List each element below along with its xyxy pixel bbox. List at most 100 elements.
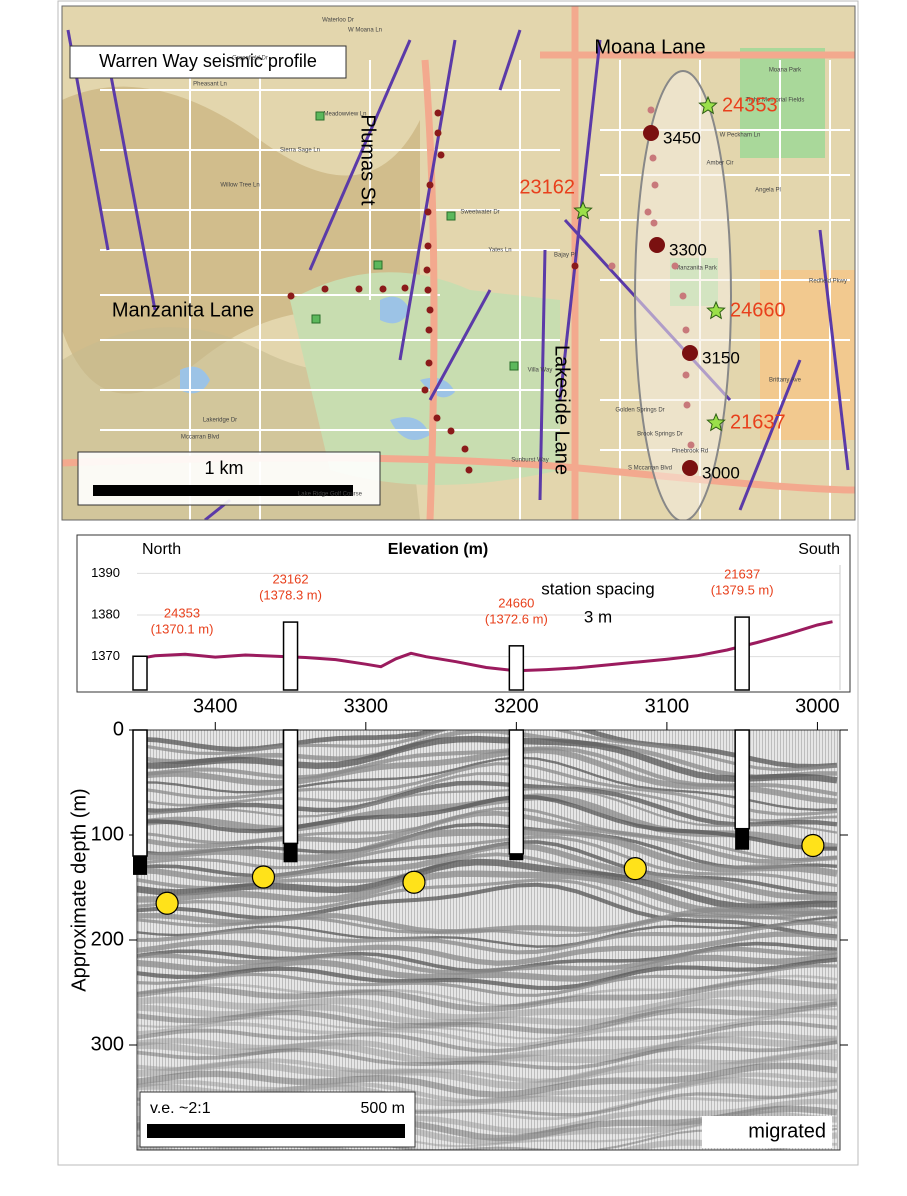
reflection bbox=[137, 747, 838, 805]
reflection bbox=[137, 916, 838, 948]
well-elev: (1379.5 m) bbox=[711, 583, 774, 598]
well-casing bbox=[508, 729, 525, 855]
street-label: Villa Way bbox=[528, 368, 553, 374]
reflection bbox=[137, 920, 838, 955]
scale-bar bbox=[147, 1124, 405, 1138]
reflection bbox=[137, 878, 838, 929]
scale-box bbox=[77, 451, 381, 506]
reflection bbox=[137, 931, 838, 966]
geophone-dot bbox=[426, 306, 434, 314]
well-name: 23162 bbox=[272, 572, 308, 587]
well-bar bbox=[508, 645, 525, 691]
panel-left-label: North bbox=[142, 541, 181, 558]
elevation-panel bbox=[76, 534, 851, 693]
geophone-dot bbox=[426, 181, 434, 189]
street-label: Yates Ln bbox=[488, 248, 511, 254]
reflection bbox=[137, 828, 838, 877]
reflection bbox=[137, 1030, 838, 1063]
well-name: 21637 bbox=[724, 567, 760, 582]
reflection bbox=[137, 1072, 838, 1104]
reflection bbox=[137, 1008, 838, 1041]
geophone-dot bbox=[687, 441, 695, 449]
scale-label: 1 km bbox=[204, 458, 243, 478]
annotation: station spacing bbox=[541, 579, 654, 598]
label-box bbox=[702, 1116, 832, 1148]
reflection bbox=[137, 908, 838, 938]
well-bottom bbox=[283, 843, 298, 863]
street-label: Brook Springs Dr bbox=[637, 432, 683, 438]
street-label: Bajay Pl bbox=[554, 253, 576, 259]
street-label: Mccarran Blvd bbox=[181, 435, 219, 441]
geophone-dot bbox=[650, 219, 658, 227]
geophone-dot bbox=[425, 359, 433, 367]
frame bbox=[57, 0, 859, 1166]
well-bar bbox=[734, 616, 750, 691]
road-label: Moana Lane bbox=[594, 36, 705, 58]
street-label: Moana Park bbox=[769, 68, 802, 74]
geophone-dot bbox=[647, 106, 655, 114]
road-label: Lakeside Lane bbox=[551, 345, 573, 475]
reflection bbox=[137, 756, 838, 811]
reflection bbox=[137, 998, 838, 1026]
well-elev: (1372.6 m) bbox=[485, 611, 548, 626]
road-label: Plumas St bbox=[357, 114, 379, 206]
reflection bbox=[137, 957, 838, 991]
street-label: W Moana Ln bbox=[348, 28, 382, 34]
street-label: Golden Springs Dr bbox=[615, 408, 664, 414]
reflection bbox=[137, 787, 838, 834]
street-label: Meadowview Ln bbox=[323, 112, 366, 118]
well-elev: (1378.3 m) bbox=[259, 588, 322, 603]
reflection bbox=[137, 989, 838, 1022]
well-casing bbox=[734, 729, 750, 830]
park bbox=[290, 272, 560, 485]
reflection bbox=[137, 1062, 838, 1098]
reflection bbox=[137, 810, 838, 865]
terrain bbox=[62, 86, 420, 394]
geophone-dot bbox=[321, 285, 329, 293]
reflection bbox=[137, 974, 838, 1007]
geophone-dot bbox=[608, 262, 616, 270]
street-label: Angela Pl bbox=[755, 188, 781, 194]
road-label: Manzanita Lane bbox=[112, 299, 254, 321]
street-label: S Mccarran Blvd bbox=[628, 466, 672, 472]
reflection bbox=[137, 1052, 838, 1090]
station-label: 3450 bbox=[663, 128, 701, 147]
reflection bbox=[137, 1013, 838, 1048]
well-label: 24660 bbox=[730, 299, 786, 321]
street-label: Pheasant Ln bbox=[193, 82, 227, 88]
y-tick-label: 1370 bbox=[91, 648, 120, 663]
reflection bbox=[137, 772, 838, 822]
street-label: Lake Ridge Golf Course bbox=[298, 492, 363, 498]
panel-title: Elevation (m) bbox=[388, 541, 488, 558]
reflection bbox=[137, 762, 838, 816]
x-tick-label: 3200 bbox=[494, 695, 539, 717]
street-label: Redfield Pkwy bbox=[809, 279, 847, 285]
map-border bbox=[61, 5, 856, 521]
site-marker bbox=[311, 314, 321, 324]
well-casing bbox=[132, 729, 148, 857]
reflection bbox=[137, 835, 838, 888]
well-bottom bbox=[735, 828, 750, 850]
basement-pick bbox=[801, 833, 825, 858]
map bbox=[62, 6, 855, 520]
basement-pick bbox=[155, 891, 179, 915]
geophone-dot bbox=[447, 427, 455, 435]
street-label: Tighe Memorial Fields bbox=[746, 98, 805, 104]
reflection bbox=[137, 730, 838, 779]
geophone-dot bbox=[644, 208, 652, 216]
reflection bbox=[137, 1020, 838, 1053]
reflection bbox=[137, 1049, 838, 1083]
geophone-dot bbox=[379, 285, 387, 293]
street-label: Sweetwater Dr bbox=[460, 210, 499, 216]
station-dot bbox=[643, 125, 659, 141]
reflection bbox=[137, 858, 838, 911]
park bbox=[740, 48, 825, 158]
well-bar bbox=[282, 621, 299, 691]
well-name: 24353 bbox=[164, 606, 200, 621]
geophone-dot bbox=[682, 371, 690, 379]
map-title-box bbox=[69, 45, 347, 79]
y-axis-title: Approximate depth (m) bbox=[68, 788, 90, 991]
geophone-dot bbox=[425, 326, 433, 334]
station-label: 3300 bbox=[669, 240, 707, 259]
well-elev: (1370.1 m) bbox=[151, 622, 214, 637]
